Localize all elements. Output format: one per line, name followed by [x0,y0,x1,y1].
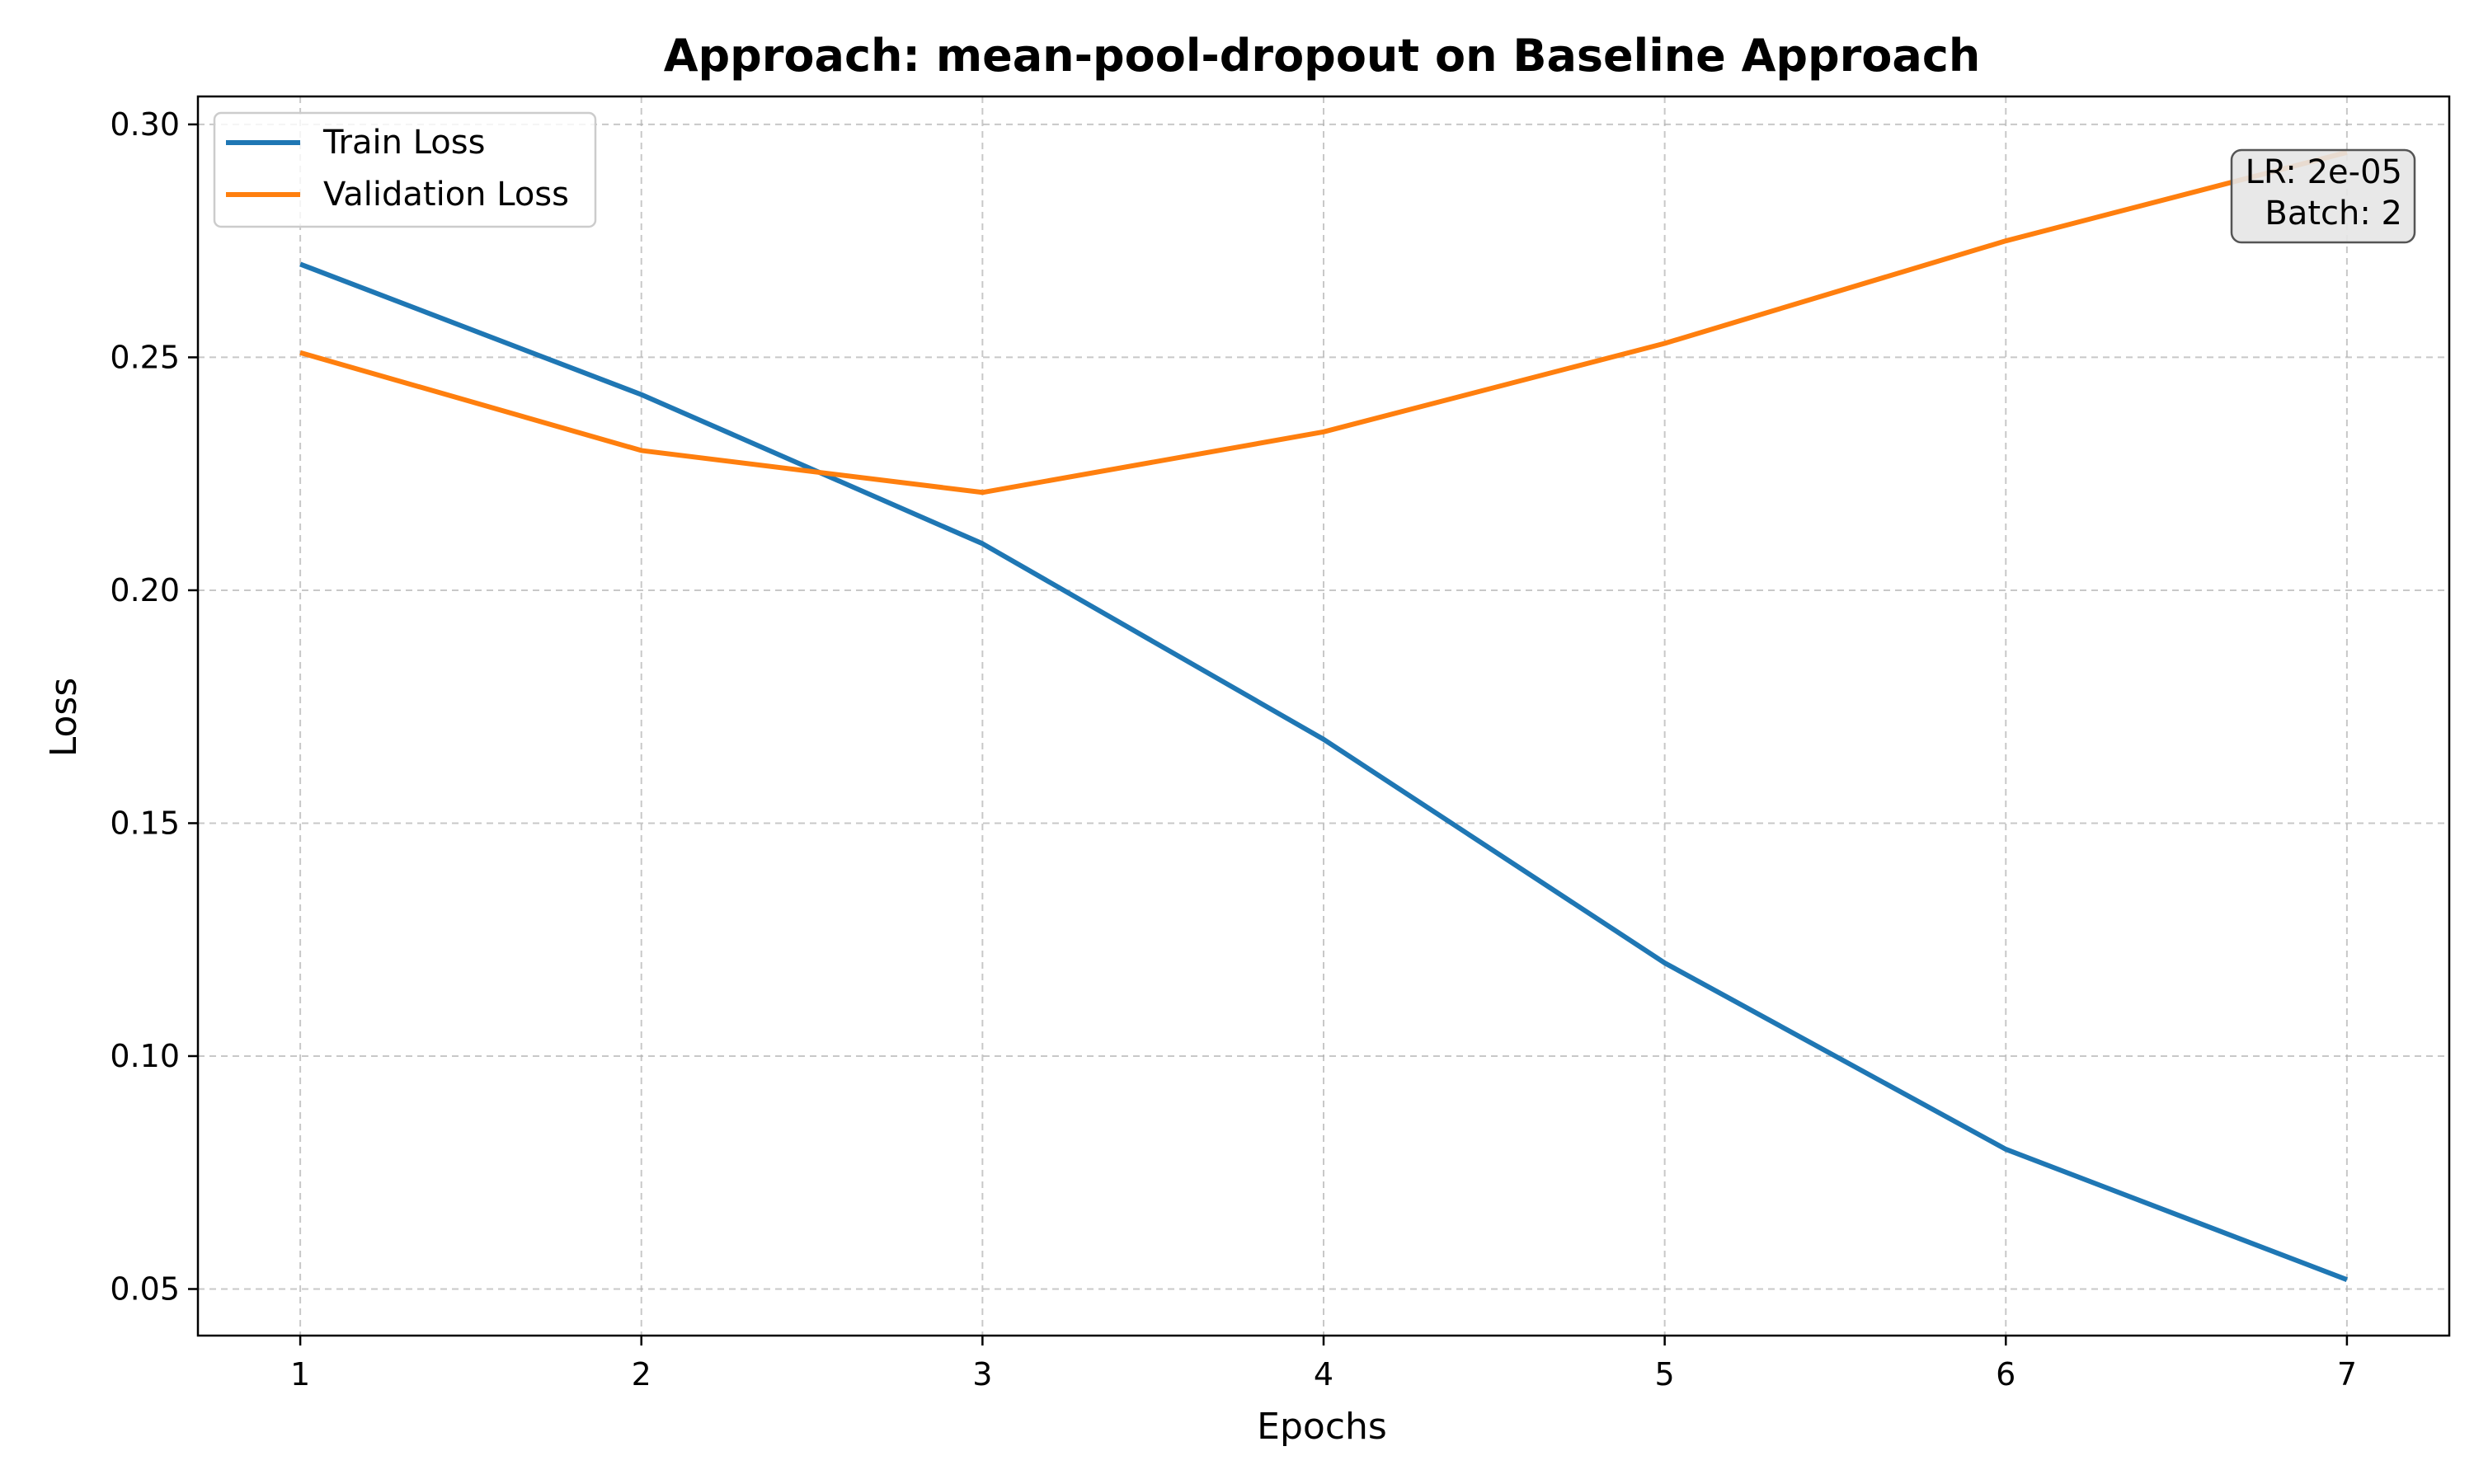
legend-box [213,111,597,228]
hyperparameter-annotation: LR: 2e-05 Batch: 2 [2230,148,2416,244]
y-tick-label: 0.05 [110,1270,180,1307]
y-tick-label: 0.25 [110,339,180,375]
y-tick-label: 0.15 [110,805,180,841]
x-tick-label: 7 [2337,1356,2357,1392]
annotation-box [2230,148,2416,244]
annotation-lr: LR: 2e-05 [2246,153,2402,191]
grid-lines [198,96,2449,1336]
legend-label-train-loss: Train Loss [322,124,485,162]
legend-label-validation-loss: Validation Loss [323,176,569,214]
legend: Train Loss Validation Loss [213,111,597,228]
x-axis-label: Epochs [1257,1406,1387,1448]
x-tick-label: 4 [1314,1356,1333,1392]
x-tick-label: 6 [1996,1356,2015,1392]
x-tick-label: 1 [290,1356,310,1392]
y-axis-label: Loss [43,678,85,758]
x-tick-label: 2 [632,1356,651,1392]
annotation-batch: Batch: 2 [2265,195,2402,232]
y-tick-label: 0.20 [110,572,180,608]
y-tick-label: 0.30 [110,106,180,143]
chart-title: Approach: mean-pool-dropout on Baseline … [664,30,1981,82]
axis-ticks: 1 2 3 4 5 6 7 0.05 0.10 0.15 0.20 0.25 0.30 [110,106,2357,1392]
x-tick-label: 5 [1655,1356,1675,1392]
y-tick-label: 0.10 [110,1038,180,1074]
x-tick-label: 3 [972,1356,992,1392]
series-lines [299,149,2348,1282]
